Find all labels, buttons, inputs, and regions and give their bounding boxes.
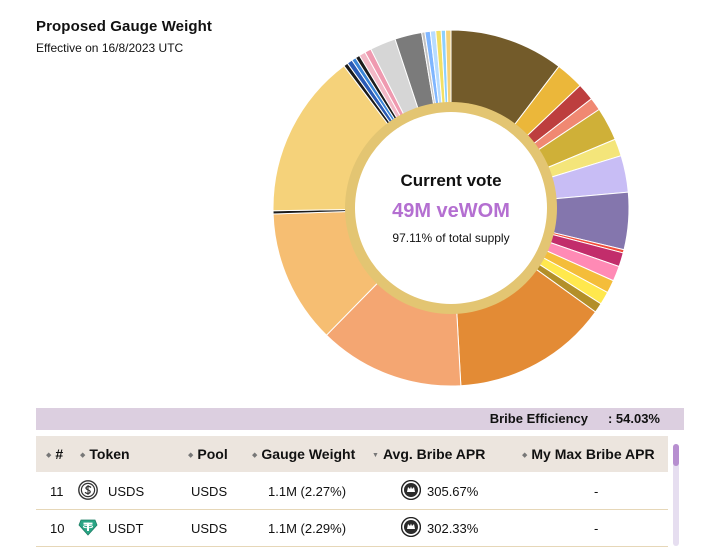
column-header-gauge-weight[interactable]: ◆ Gauge Weight (252, 446, 356, 462)
table-header: ◆ # ◆ Token ◆ Pool ◆ Gauge Weight ▼ Avg. Brib… (36, 436, 668, 472)
sort-icon: ◆ (252, 452, 258, 459)
column-header-avg-bribe-apr[interactable]: ▼ Avg. Bribe APR (372, 446, 486, 462)
row-my-max-bribe-apr: - (594, 521, 599, 536)
page-title: Proposed Gauge Weight (36, 18, 213, 35)
current-vote-amount: 49M veWOM (392, 200, 510, 222)
gauge-weight-donut-chart: Current vote 49M veWOM 97.11% of total s… (272, 29, 630, 387)
usds-icon (78, 480, 98, 500)
row-pool: USDS (191, 521, 228, 536)
gauge-table: ◆ # ◆ Token ◆ Pool ◆ Gauge Weight ▼ Avg. Brib… (36, 436, 668, 547)
row-avg-bribe-apr: 302.33% (427, 521, 479, 536)
bribe-token-icon (401, 480, 421, 500)
row-avg-bribe-apr: 305.67% (427, 484, 479, 499)
row-gauge-weight: 1.1M (2.29%) (268, 521, 347, 536)
row-token: USDT (108, 521, 144, 536)
column-header-token[interactable]: ◆ Token (80, 446, 130, 462)
table-scrollbar[interactable] (673, 444, 679, 546)
sort-icon: ◆ (188, 452, 194, 459)
column-header-rank[interactable]: ◆ # (46, 446, 64, 462)
bribe-efficiency-label: Bribe Efficiency (489, 411, 588, 426)
bribe-efficiency-value: : 54.03% (607, 411, 660, 426)
sort-icon: ◆ (46, 452, 52, 459)
sort-icon: ◆ (80, 452, 86, 459)
column-header-my-max-bribe-apr[interactable]: ◆ My Max Bribe APR (522, 446, 655, 462)
row-gauge-weight: 1.1M (2.27%) (268, 484, 347, 499)
sort-icon: ◆ (522, 452, 528, 459)
donut-center (355, 112, 547, 304)
usdt-icon (78, 519, 98, 536)
row-rank: 10 (50, 521, 65, 536)
table-row[interactable]: 11 USDS USDS 1.1M (2.27%) 305.67% - (36, 473, 668, 510)
total-supply-percentage: 97.11% of total supply (392, 231, 509, 245)
effective-date: Effective on 16/8/2023 UTC (36, 41, 184, 55)
bribe-token-icon (401, 517, 421, 537)
row-my-max-bribe-apr: - (594, 484, 599, 499)
bribe-efficiency-bar: Bribe Efficiency : 54.03% (36, 408, 684, 430)
row-pool: USDS (191, 484, 228, 499)
row-rank: 11 (50, 484, 64, 499)
column-header-pool[interactable]: ◆ Pool (188, 446, 228, 462)
current-vote-heading: Current vote (400, 171, 501, 190)
sort-desc-icon: ▼ (372, 452, 379, 459)
table-row[interactable]: 10 USDT USDS 1.1M (2.29%) 302.33% - (36, 510, 668, 547)
row-token: USDS (108, 484, 145, 499)
scrollbar-thumb[interactable] (673, 444, 679, 466)
